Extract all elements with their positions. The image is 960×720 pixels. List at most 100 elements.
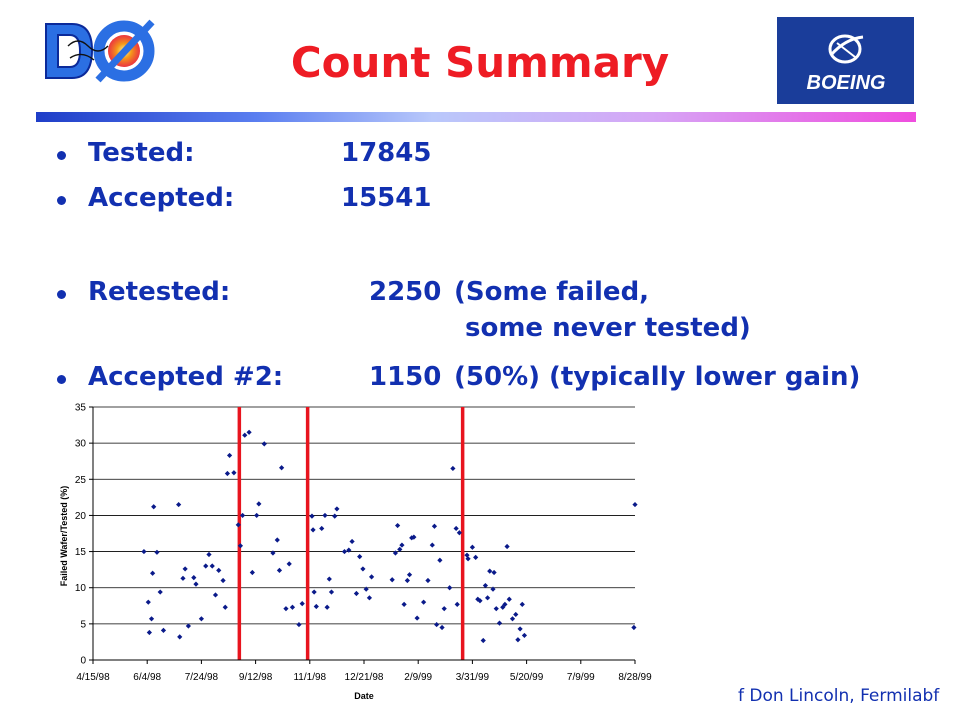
- data-point: [296, 621, 302, 628]
- data-point: [363, 586, 369, 592]
- bullet-retested-detail-2: some never tested): [465, 313, 751, 343]
- data-point: [145, 599, 151, 605]
- bullet-dot: [57, 196, 66, 205]
- data-point: [224, 470, 231, 477]
- data-point: [313, 603, 319, 610]
- data-point: [397, 546, 403, 553]
- data-point: [246, 429, 252, 435]
- bullet-accepted-label: Accepted:: [88, 183, 235, 213]
- data-point: [491, 569, 497, 576]
- data-point: [515, 637, 521, 643]
- x-tick-label: 7/9/99: [567, 672, 595, 683]
- data-point: [456, 530, 462, 536]
- data-point: [517, 626, 523, 632]
- data-point: [141, 548, 147, 555]
- boeing-logo-text: BOEING: [807, 72, 886, 94]
- data-point: [242, 432, 248, 438]
- data-point: [429, 542, 435, 548]
- x-tick-label: 11/1/98: [293, 672, 326, 683]
- x-tick-label: 7/24/98: [185, 672, 219, 683]
- data-point: [310, 527, 316, 533]
- data-point: [254, 512, 260, 519]
- x-tick-label: 3/31/99: [456, 672, 490, 683]
- data-point: [270, 550, 276, 556]
- data-point: [500, 604, 506, 610]
- x-tick-label: 8/28/99: [618, 672, 652, 683]
- data-point: [502, 601, 508, 607]
- data-point: [454, 601, 460, 607]
- data-point: [231, 470, 237, 476]
- x-tick-label: 9/12/98: [239, 672, 273, 683]
- data-point: [326, 576, 332, 582]
- bullet-accepted2-label: Accepted #2:: [88, 362, 284, 392]
- data-point: [212, 592, 219, 598]
- bullet-retested-label: Retested:: [88, 277, 231, 307]
- bullet-accepted2-value: 1150: [369, 362, 442, 392]
- bullet-dot: [57, 290, 66, 299]
- y-tick-label: 5: [80, 619, 86, 630]
- data-point: [349, 538, 355, 545]
- bullet-accepted2-detail: (50%) (typically lower gain): [454, 362, 861, 392]
- data-point: [216, 567, 222, 573]
- data-point: [490, 586, 496, 592]
- data-point: [289, 604, 296, 610]
- data-point: [425, 577, 431, 584]
- bullet-tested-label: Tested:: [88, 138, 195, 168]
- data-point: [332, 513, 338, 519]
- data-point: [484, 595, 491, 601]
- data-point: [414, 615, 420, 621]
- data-point: [274, 537, 280, 543]
- data-point: [328, 589, 335, 595]
- x-axis-label: Date: [354, 691, 374, 701]
- data-point: [360, 566, 366, 572]
- data-point: [450, 465, 456, 472]
- data-point: [256, 501, 262, 507]
- data-point: [389, 577, 395, 583]
- data-point: [154, 549, 160, 555]
- data-point: [406, 572, 413, 578]
- data-point: [480, 637, 486, 644]
- data-point: [399, 542, 405, 548]
- bullet-accepted-value: 15541: [341, 183, 432, 213]
- y-tick-label: 15: [75, 547, 87, 558]
- data-point: [487, 568, 493, 574]
- data-point: [437, 557, 443, 563]
- data-point: [401, 601, 407, 607]
- bullet-dot: [57, 151, 66, 160]
- data-point: [453, 525, 459, 532]
- data-point: [177, 634, 183, 640]
- data-point: [276, 567, 283, 573]
- data-point: [146, 629, 152, 636]
- data-point: [392, 550, 399, 556]
- data-point: [261, 441, 267, 447]
- data-point: [366, 595, 373, 601]
- data-point: [496, 620, 503, 626]
- d0-logo: DØ: [45, 19, 155, 83]
- title-divider: [36, 112, 916, 122]
- data-point: [519, 601, 525, 607]
- data-point: [341, 548, 348, 555]
- data-point: [150, 570, 156, 576]
- data-point: [395, 522, 401, 529]
- data-point: [439, 624, 445, 631]
- x-tick-label: 6/4/98: [133, 672, 161, 683]
- data-point: [431, 523, 438, 529]
- data-point: [493, 606, 499, 612]
- data-point: [334, 506, 340, 512]
- x-tick-label: 5/20/99: [510, 672, 544, 683]
- data-point: [209, 563, 215, 569]
- data-point: [160, 627, 167, 633]
- data-point: [368, 574, 375, 580]
- y-tick-label: 35: [75, 403, 87, 414]
- data-point: [203, 563, 209, 569]
- data-point: [357, 554, 363, 560]
- data-point: [513, 611, 519, 618]
- bullet-dot: [57, 375, 66, 384]
- data-point: [631, 624, 637, 631]
- y-tick-label: 25: [75, 475, 87, 486]
- data-point: [180, 575, 186, 581]
- bullet-retested-detail: (Some failed,: [454, 277, 650, 307]
- page-title: Count Summary: [290, 38, 670, 87]
- data-point: [311, 589, 317, 595]
- data-point: [477, 598, 483, 604]
